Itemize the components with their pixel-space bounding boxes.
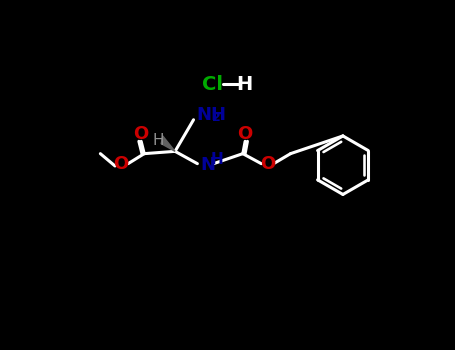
Text: H: H: [236, 75, 253, 94]
Text: H: H: [152, 133, 164, 148]
Text: NH: NH: [197, 106, 227, 124]
Text: H: H: [210, 152, 223, 167]
Polygon shape: [161, 136, 175, 151]
Text: O: O: [134, 125, 149, 144]
Text: O: O: [260, 155, 275, 173]
Text: O: O: [238, 125, 253, 144]
Text: Cl: Cl: [202, 75, 222, 94]
Text: O: O: [114, 155, 129, 173]
Text: N: N: [201, 156, 216, 174]
Text: 2: 2: [212, 111, 221, 124]
